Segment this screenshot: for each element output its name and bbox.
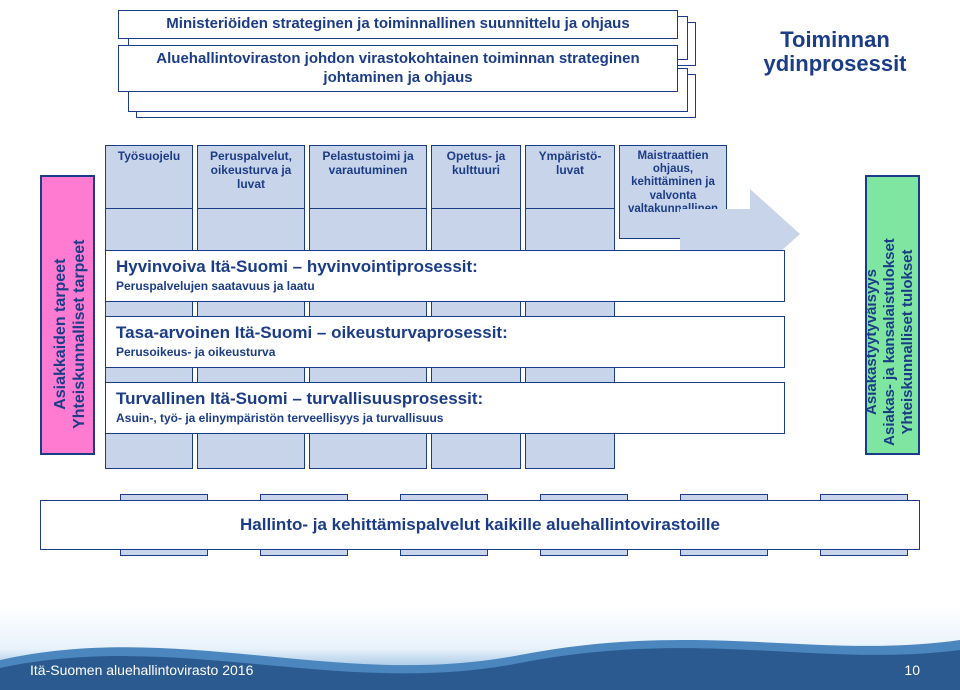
process-bands: Hyvinvoiva Itä-Suomi – hyvinvointiproses… (105, 250, 785, 448)
page-number: 10 (904, 662, 920, 678)
column-wrap: Työsuojelu (105, 145, 193, 239)
column-header: Opetus- ja kulttuuri (431, 145, 521, 209)
slide: Toiminnan ydinprosessit Ministeriöiden s… (0, 0, 960, 690)
process-band: Turvallinen Itä-Suomi – turvallisuuspros… (105, 382, 785, 434)
top-strategy-area: Ministeriöiden strateginen ja toiminnall… (110, 10, 830, 92)
bottom-area: Hallinto- ja kehittämispalvelut kaikille… (40, 500, 920, 550)
process-band: Tasa-arvoinen Itä-Suomi – oikeusturvapro… (105, 316, 785, 368)
left-label-2: Yhteiskunnalliset tarpeet (70, 199, 89, 469)
bottom-services-band: Hallinto- ja kehittämispalvelut kaikille… (40, 500, 920, 550)
left-label-1: Asiakkaiden tarpeet (51, 199, 70, 469)
band-title: Tasa-arvoinen Itä-Suomi – oikeusturvapro… (116, 323, 774, 343)
column-wrap: Ympäristö-luvat (525, 145, 615, 239)
right-label-3: Yhteiskunnalliset tulokset (899, 197, 917, 487)
left-labels: Asiakkaiden tarpeet Yhteiskunnalliset ta… (51, 199, 89, 469)
column-header: Pelastustoimi ja varautuminen (309, 145, 427, 209)
agency-box: Aluehallintoviraston johdon virastokohta… (118, 45, 678, 93)
band-title: Hyvinvoiva Itä-Suomi – hyvinvointiproses… (116, 257, 774, 277)
process-band: Hyvinvoiva Itä-Suomi – hyvinvointiproses… (105, 250, 785, 302)
right-labels: Asiakastyytyväisyys Asiakas- ja kansalai… (863, 197, 917, 487)
column-wrap: Peruspalvelut, oikeusturva ja luvat (197, 145, 305, 239)
band-subtitle: Perusoikeus- ja oikeusturva (116, 345, 774, 359)
band-subtitle: Peruspalvelujen saatavuus ja laatu (116, 279, 774, 293)
band-subtitle: Asuin-, työ- ja elinympäristön terveelli… (116, 411, 774, 425)
right-label-2: Asiakas- ja kansalaistulokset (881, 197, 899, 487)
right-label-1: Asiakastyytyväisyys (863, 197, 881, 487)
column-header: Työsuojelu (105, 145, 193, 209)
mid-diagram: Asiakkaiden tarpeet Yhteiskunnalliset ta… (40, 145, 920, 485)
column-wrap: Opetus- ja kulttuuri (431, 145, 521, 239)
background-wave (0, 610, 960, 690)
column-wrap: Pelastustoimi ja varautuminen (309, 145, 427, 239)
band-title: Turvallinen Itä-Suomi – turvallisuuspros… (116, 389, 774, 409)
column-header: Peruspalvelut, oikeusturva ja luvat (197, 145, 305, 209)
ministries-box: Ministeriöiden strateginen ja toiminnall… (118, 10, 678, 39)
footer-left: Itä-Suomen aluehallintovirasto 2016 (30, 662, 253, 678)
column-header: Ympäristö-luvat (525, 145, 615, 209)
